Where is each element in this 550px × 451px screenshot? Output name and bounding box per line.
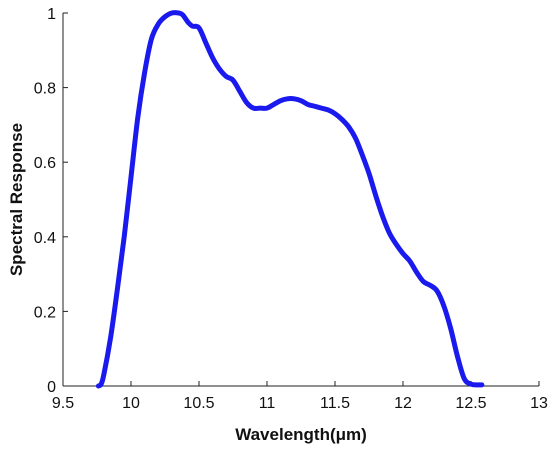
axes bbox=[62, 12, 540, 387]
y-tick-label: 0.4 bbox=[34, 230, 56, 247]
y-axis-label: Spectral Response bbox=[7, 123, 26, 276]
tick-labels: 9.5 10 10.5 11 11.5 12 12.5 13 0 0.2 0.4 0.6 0.8 1 bbox=[34, 6, 548, 412]
x-tick-label: 10.5 bbox=[183, 395, 214, 412]
spectral-response-line bbox=[95, 10, 485, 389]
x-tick-label: 12.5 bbox=[455, 395, 486, 412]
y-tick-label: 1 bbox=[47, 6, 56, 23]
x-tick-label: 13 bbox=[530, 395, 548, 412]
x-tick-label: 12 bbox=[394, 395, 412, 412]
y-tick-label: 0 bbox=[47, 379, 56, 396]
y-tick-label: 0.8 bbox=[34, 81, 56, 98]
y-tick-label: 0.6 bbox=[34, 155, 56, 172]
x-tick-label: 9.5 bbox=[52, 395, 74, 412]
x-tick-label: 10 bbox=[122, 395, 140, 412]
x-axis-label: Wavelength(μm) bbox=[235, 425, 367, 444]
y-tick-label: 0.2 bbox=[34, 304, 56, 321]
x-tick-label: 11.5 bbox=[320, 395, 350, 412]
x-tick-label: 11 bbox=[259, 395, 276, 412]
data-series bbox=[95, 10, 485, 389]
